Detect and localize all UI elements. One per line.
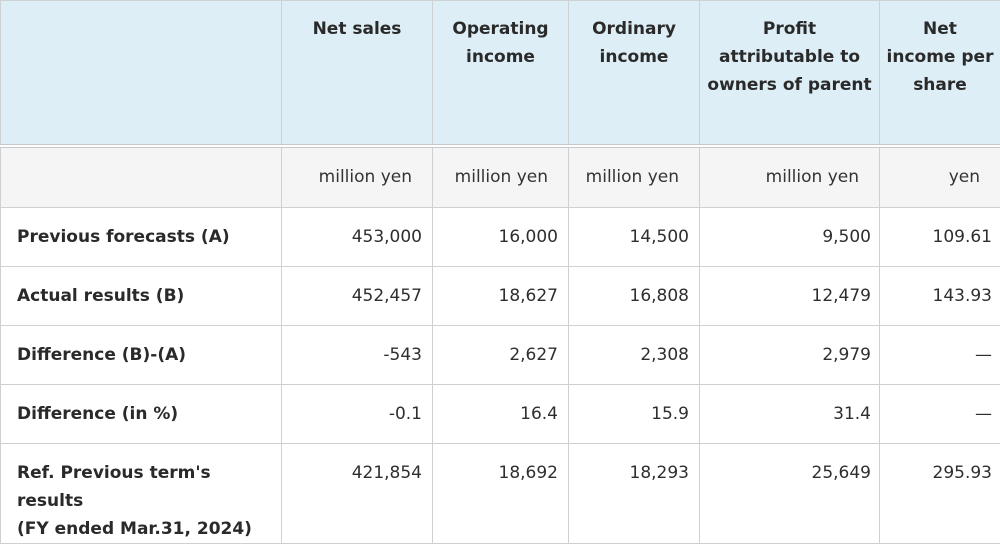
row-label: Difference (in %) — [1, 385, 282, 444]
unit-cell: million yen — [700, 146, 880, 208]
table-row: Previous forecasts (A) 453,000 16,000 14… — [1, 208, 1000, 267]
value-cell: — — [880, 326, 1000, 385]
value-cell: 16.4 — [433, 385, 569, 444]
units-row: million yen million yen million yen mill… — [1, 146, 1000, 208]
value-cell: — — [880, 385, 1000, 444]
row-label: Actual results (B) — [1, 267, 282, 326]
header-net-sales: Net sales — [282, 1, 433, 146]
value-cell: 12,479 — [700, 267, 880, 326]
table-row: Ref. Previous term's results (FY ended M… — [1, 444, 1000, 544]
header-blank-cell — [1, 1, 282, 146]
value-cell: 421,854 — [282, 444, 433, 544]
table-row: Difference (B)-(A) -543 2,627 2,308 2,97… — [1, 326, 1000, 385]
value-cell: 453,000 — [282, 208, 433, 267]
value-cell: 18,627 — [433, 267, 569, 326]
table-row: Actual results (B) 452,457 18,627 16,808… — [1, 267, 1000, 326]
table-row: Difference (in %) -0.1 16.4 15.9 31.4 — — [1, 385, 1000, 444]
unit-cell: yen — [880, 146, 1000, 208]
value-cell: 25,649 — [700, 444, 880, 544]
header-net-income-per-share: Net income per share — [880, 1, 1000, 146]
row-label-line: Ref. Previous term's results — [17, 459, 271, 515]
value-cell: 452,457 — [282, 267, 433, 326]
value-cell: 18,293 — [569, 444, 700, 544]
value-cell: 14,500 — [569, 208, 700, 267]
header-profit-attributable: Profit attributable to owners of parent — [700, 1, 880, 146]
unit-cell-blank — [1, 146, 282, 208]
row-label: Previous forecasts (A) — [1, 208, 282, 267]
value-cell: -543 — [282, 326, 433, 385]
header-operating-income: Operating income — [433, 1, 569, 146]
value-cell: 15.9 — [569, 385, 700, 444]
row-label: Ref. Previous term's results (FY ended M… — [1, 444, 282, 544]
value-cell: 18,692 — [433, 444, 569, 544]
value-cell: 31.4 — [700, 385, 880, 444]
value-cell: 16,808 — [569, 267, 700, 326]
value-cell: 109.61 — [880, 208, 1000, 267]
unit-cell: million yen — [569, 146, 700, 208]
value-cell: 16,000 — [433, 208, 569, 267]
value-cell: 2,308 — [569, 326, 700, 385]
header-ordinary-income: Ordinary income — [569, 1, 700, 146]
value-cell: 9,500 — [700, 208, 880, 267]
value-cell: 2,979 — [700, 326, 880, 385]
row-label-line: (FY ended Mar.31, 2024) — [17, 515, 271, 543]
header-row: Net sales Operating income Ordinary inco… — [1, 1, 1000, 146]
unit-cell: million yen — [282, 146, 433, 208]
value-cell: 2,627 — [433, 326, 569, 385]
unit-cell: million yen — [433, 146, 569, 208]
value-cell: 295.93 — [880, 444, 1000, 544]
row-label: Difference (B)-(A) — [1, 326, 282, 385]
value-cell: -0.1 — [282, 385, 433, 444]
value-cell: 143.93 — [880, 267, 1000, 326]
